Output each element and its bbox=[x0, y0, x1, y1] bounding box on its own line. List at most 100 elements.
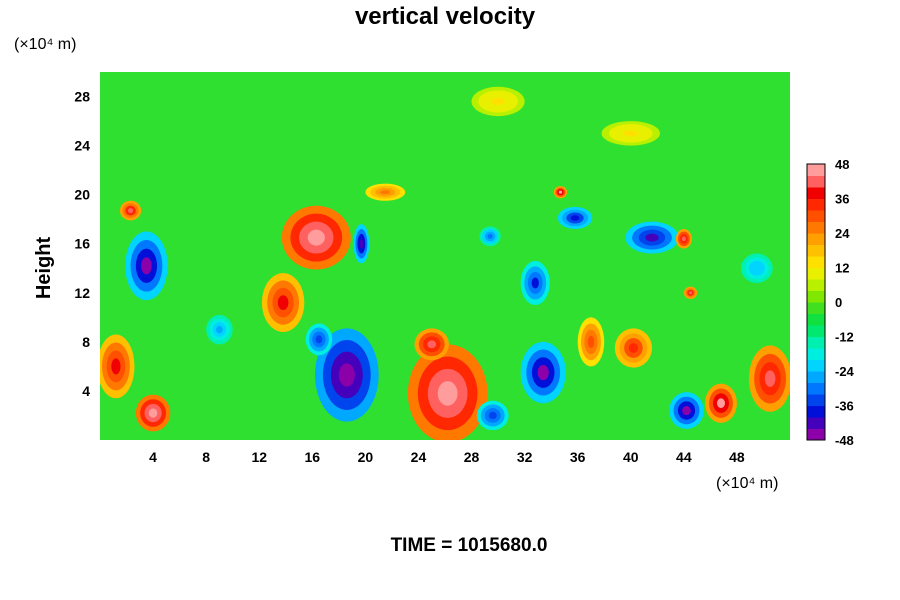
field-cell bbox=[748, 345, 790, 412]
field-contour bbox=[628, 343, 639, 353]
colorbar-band bbox=[807, 210, 825, 222]
plot-area bbox=[100, 72, 790, 440]
x-tick-label: 40 bbox=[623, 449, 639, 465]
colorbar-band bbox=[807, 325, 825, 337]
field-contour bbox=[338, 363, 355, 387]
field-contour bbox=[216, 325, 223, 334]
field-contour bbox=[277, 295, 289, 310]
y-axis-label: Height bbox=[33, 237, 55, 300]
y-tick-label: 12 bbox=[74, 285, 90, 301]
field-cell bbox=[577, 317, 605, 367]
field-cell bbox=[281, 205, 351, 270]
colorbar-band bbox=[807, 244, 825, 257]
field-contour bbox=[148, 408, 158, 418]
x-tick-label: 24 bbox=[411, 449, 427, 465]
colorbar-band bbox=[807, 417, 825, 429]
field-contour bbox=[681, 236, 686, 242]
y-tick-labels: 4 8 12 16 20 24 28 bbox=[74, 89, 90, 399]
field-contour bbox=[752, 264, 761, 272]
field-cell bbox=[705, 383, 737, 423]
field-cell bbox=[414, 328, 449, 361]
field-cell bbox=[520, 260, 550, 306]
x-tick-label: 28 bbox=[464, 449, 480, 465]
x-tick-label: 44 bbox=[676, 449, 692, 465]
field-cell bbox=[471, 86, 525, 117]
field-cell bbox=[119, 200, 142, 221]
field-cell bbox=[305, 323, 333, 356]
colorbar-tick-label: 36 bbox=[835, 192, 849, 207]
x-tick-label: 48 bbox=[729, 449, 745, 465]
colorbar-band bbox=[807, 428, 825, 441]
colorbar: 48 36 24 12 0 -12 -24 -36 -48 bbox=[806, 157, 855, 448]
colorbar-band bbox=[807, 336, 825, 349]
field-contour bbox=[437, 381, 458, 406]
chart-title: vertical velocity bbox=[355, 3, 536, 30]
x-tick-label: 16 bbox=[305, 449, 321, 465]
y-axis-unit: (×10⁴ m) bbox=[14, 36, 76, 53]
field-cell bbox=[365, 183, 406, 201]
x-tick-label: 8 bbox=[202, 449, 210, 465]
field-contour bbox=[645, 233, 659, 242]
colorbar-tick-labels: 48 36 24 12 0 -12 -24 -36 -48 bbox=[835, 157, 855, 448]
colorbar-band bbox=[807, 164, 825, 176]
x-tick-label: 4 bbox=[149, 449, 157, 465]
y-tick-label: 24 bbox=[74, 138, 90, 154]
x-tick-label: 36 bbox=[570, 449, 586, 465]
colorbar-band bbox=[807, 175, 825, 188]
field-contour bbox=[359, 238, 364, 249]
field-contour bbox=[717, 398, 725, 409]
velocity-field bbox=[100, 86, 790, 440]
colorbar-tick-label: -36 bbox=[835, 399, 854, 414]
x-axis-unit: (×10⁴ m) bbox=[716, 475, 778, 492]
field-cell bbox=[135, 394, 171, 432]
colorbar-band bbox=[807, 313, 825, 326]
colorbar-tick-label: 24 bbox=[835, 226, 850, 241]
colorbar-band bbox=[807, 394, 825, 406]
colorbar-band bbox=[807, 302, 825, 314]
field-contour bbox=[141, 257, 152, 275]
colorbar-bands bbox=[807, 164, 825, 441]
x-tick-label: 20 bbox=[358, 449, 374, 465]
x-tick-labels: 4 8 12 16 20 24 28 32 36 40 44 48 bbox=[149, 449, 745, 465]
field-contour bbox=[487, 233, 493, 239]
field-contour bbox=[427, 340, 437, 349]
field-cell bbox=[675, 229, 692, 249]
field-cell bbox=[479, 226, 501, 247]
y-tick-label: 4 bbox=[82, 383, 90, 399]
y-tick-label: 16 bbox=[74, 236, 90, 252]
colorbar-band bbox=[807, 256, 825, 268]
field-cell bbox=[740, 253, 773, 283]
field-cell bbox=[557, 206, 593, 230]
field-cell bbox=[407, 344, 488, 440]
field-contour bbox=[111, 358, 121, 375]
x-tick-label: 32 bbox=[517, 449, 533, 465]
y-tick-label: 8 bbox=[82, 334, 90, 350]
field-contour bbox=[531, 277, 539, 289]
field-contour bbox=[764, 370, 776, 387]
colorbar-band bbox=[807, 279, 825, 291]
colorbar-band bbox=[807, 198, 825, 211]
field-cell bbox=[553, 186, 568, 199]
field-cell bbox=[669, 392, 704, 429]
x-tick-label: 12 bbox=[251, 449, 267, 465]
field-contour bbox=[688, 291, 693, 295]
colorbar-band bbox=[807, 187, 825, 199]
field-cell bbox=[476, 400, 509, 431]
colorbar-band bbox=[807, 290, 825, 303]
field-contour bbox=[380, 190, 391, 195]
field-contour bbox=[623, 130, 639, 137]
colorbar-band bbox=[807, 267, 825, 280]
field-cell bbox=[100, 334, 135, 399]
field-cell bbox=[614, 328, 653, 368]
field-contour bbox=[491, 97, 505, 106]
field-contour bbox=[307, 229, 325, 246]
field-cell bbox=[683, 286, 698, 299]
field-contour bbox=[537, 364, 549, 381]
y-tick-label: 20 bbox=[74, 187, 90, 203]
field-cell bbox=[314, 328, 379, 422]
field-contour bbox=[558, 190, 563, 194]
field-contour bbox=[570, 215, 580, 221]
field-contour bbox=[587, 335, 595, 348]
colorbar-tick-label: 12 bbox=[835, 261, 849, 276]
colorbar-band bbox=[807, 221, 825, 234]
